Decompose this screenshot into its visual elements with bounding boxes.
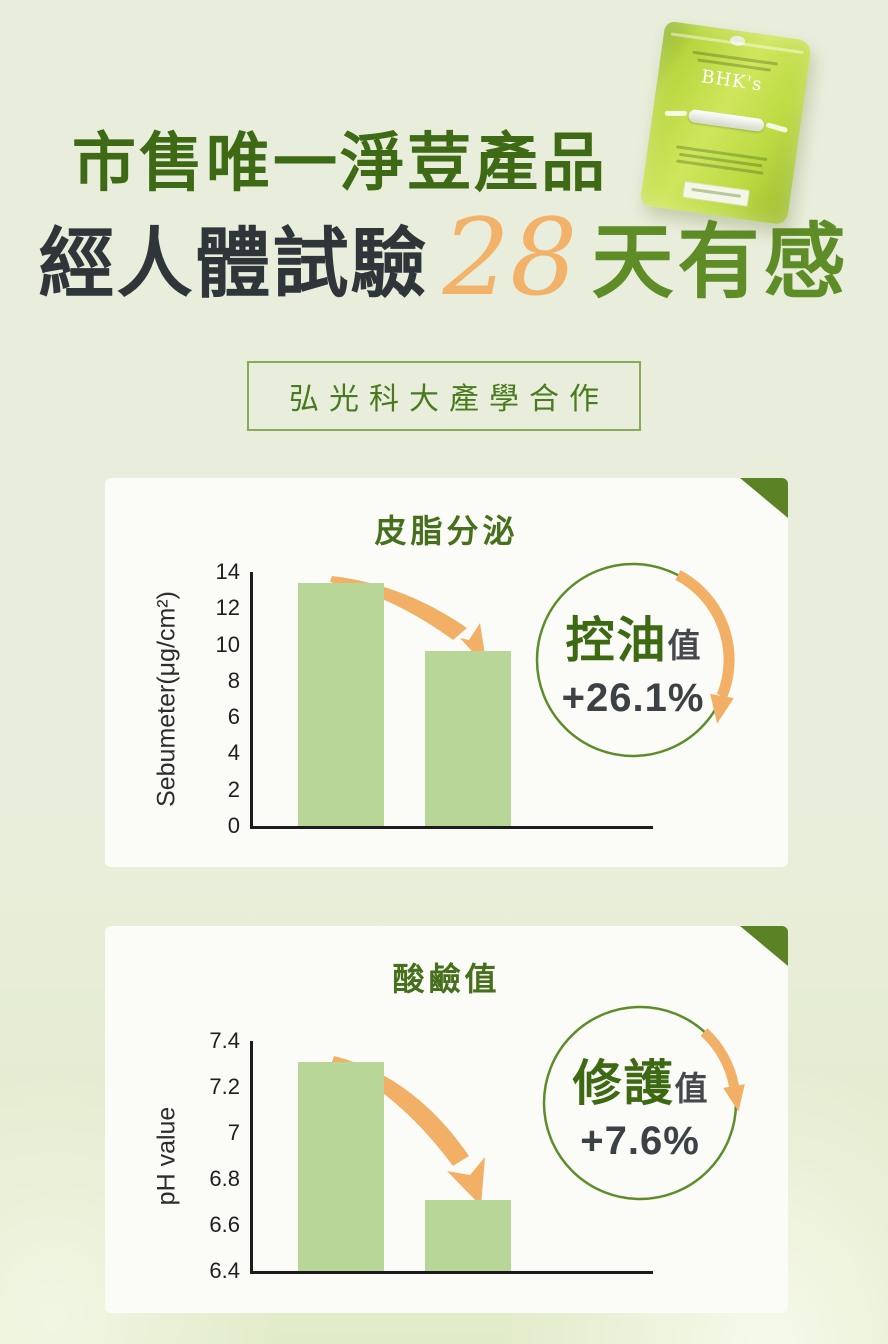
y-tick-label: 6.8 [209, 1166, 240, 1191]
result-term-suffix: 值 [674, 1070, 708, 1107]
y-tick-label: 14 [215, 559, 240, 584]
chart-title: 酸鹼值 [392, 961, 501, 997]
bar-after [425, 1199, 511, 1271]
result-term-suffix: 值 [667, 627, 701, 664]
corner-triangle-icon [740, 478, 788, 518]
result-value: +26.1% [561, 676, 705, 720]
plot-area: 7.4 7.2 7 6.8 6.6 6.4 [209, 1028, 653, 1283]
y-tick-label: 7 [227, 1120, 240, 1145]
chart-card-sebum: 皮脂分泌 Sebumeter(μg/cm²) 14 12 10 8 6 4 2 0 控油值 +… [105, 478, 788, 867]
y-tick-label: 4 [227, 740, 240, 766]
title-line2-prefix: 經人體試驗 [38, 222, 429, 307]
result-term: 修護 [572, 1057, 675, 1111]
y-tick-label: 8 [227, 667, 240, 693]
title-line2-suffix: 天有感 [591, 214, 850, 310]
y-tick-label: 12 [215, 595, 240, 621]
y-tick-label: 6.6 [209, 1212, 240, 1237]
partnership-badge: 弘光科大產學合作 [247, 361, 641, 431]
result-circle-badge: 控油值 +26.1% [528, 555, 738, 765]
result-term: 控油 [565, 614, 668, 668]
y-tick-label: 7.4 [209, 1028, 240, 1053]
result-value: +7.6% [580, 1119, 700, 1163]
bar-before [298, 582, 384, 826]
result-text: 控油值 +26.1% [528, 555, 738, 765]
y-tick-label: 0 [227, 813, 240, 838]
bar-after [425, 650, 511, 826]
result-circle-badge: 修護值 +7.6% [535, 998, 745, 1208]
product-package-image: BHK's [639, 20, 813, 226]
chart-card-ph: 酸鹼值 pH value 7.4 7.2 7 6.8 6.6 6.4 修護值 +7.6% [105, 926, 788, 1313]
chart-title: 皮脂分泌 [374, 513, 519, 549]
y-axis-label: pH value [152, 1106, 181, 1206]
capsule-icon [687, 108, 765, 133]
package-fine-print-mid [646, 137, 795, 178]
package-bottom-label [682, 180, 750, 207]
title-line2-number: 28 [442, 196, 578, 319]
fine-print-line [676, 159, 764, 175]
page-title-line1: 市售唯一淨荳產品 [72, 127, 608, 199]
bar-before [298, 1061, 384, 1271]
y-tick-label: 7.2 [209, 1074, 240, 1099]
package-pouch: BHK's [639, 20, 813, 226]
y-tick-label: 6 [227, 704, 240, 730]
result-text: 修護值 +7.6% [535, 998, 745, 1208]
y-tick-label: 2 [227, 776, 240, 802]
corner-triangle-icon [740, 926, 788, 966]
capsule-graphic [651, 104, 800, 142]
page-title-line2: 經人體試驗 28 天有感 [0, 192, 888, 319]
y-tick-label: 6.4 [209, 1258, 240, 1283]
y-tick-label: 10 [215, 631, 240, 657]
circular-arrow-icon [535, 562, 735, 758]
y-axis-label: Sebumeter(μg/cm²) [152, 591, 181, 807]
circular-arrow-icon [542, 1005, 745, 1201]
